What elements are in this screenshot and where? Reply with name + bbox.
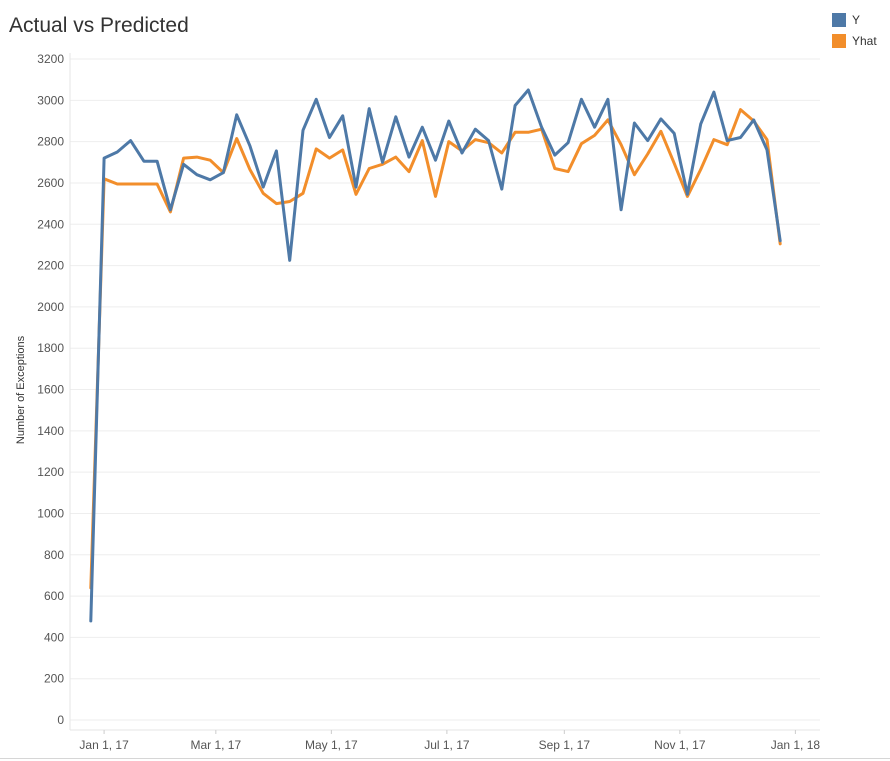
y-tick-label: 1600 (37, 383, 64, 397)
legend-item-yhat[interactable]: Yhat (832, 30, 877, 51)
y-tick-label: 3000 (37, 93, 64, 107)
series-line-y[interactable] (89, 88, 782, 623)
y-tick-label: 2000 (37, 300, 64, 314)
x-tick-label: Mar 1, 17 (190, 738, 241, 752)
x-tick-label: Jan 1, 18 (771, 738, 821, 752)
y-tick-label: 1000 (37, 506, 64, 520)
gridlines (69, 53, 820, 731)
x-tick-label: Nov 1, 17 (654, 738, 706, 752)
y-tick-label: 2200 (37, 259, 64, 273)
y-tick-label: 0 (57, 713, 64, 727)
y-tick-label: 400 (44, 630, 64, 644)
y-tick-label: 3200 (37, 52, 64, 66)
series-lines (89, 88, 782, 623)
y-tick-label: 1800 (37, 341, 64, 355)
y-tick-label: 2800 (37, 135, 64, 149)
legend-label-yhat: Yhat (852, 33, 877, 48)
chart-title: Actual vs Predicted (9, 14, 189, 37)
x-tick-label: Jul 1, 17 (424, 738, 470, 752)
y-axis-title: Number of Exceptions (15, 335, 27, 444)
series-line-yhat[interactable] (89, 108, 782, 590)
legend-item-y[interactable]: Y (832, 9, 877, 30)
y-tick-label: 800 (44, 548, 64, 562)
x-tick-label: May 1, 17 (305, 738, 358, 752)
y-axis-ticks: 0 200 400 600 800 1000 1200 1400 1600 1800 2000 220… (37, 52, 64, 727)
y-tick-label: 200 (44, 672, 64, 686)
y-tick-label: 600 (44, 589, 64, 603)
y-tick-label: 2400 (37, 217, 64, 231)
legend: Y Yhat (832, 9, 877, 51)
x-tick-label: Jan 1, 17 (79, 738, 129, 752)
legend-swatch-y (832, 12, 846, 27)
x-tick-label: Sep 1, 17 (539, 738, 591, 752)
bottom-divider (0, 758, 890, 759)
legend-label-y: Y (852, 12, 861, 27)
y-tick-label: 1200 (37, 465, 64, 479)
y-tick-label: 2600 (37, 176, 64, 190)
x-axis-ticks: Jan 1, 17 Mar 1, 17 May 1, 17 Jul 1, 17 Sep … (79, 730, 820, 752)
y-tick-label: 1400 (37, 424, 64, 438)
legend-swatch-yhat (832, 33, 846, 48)
